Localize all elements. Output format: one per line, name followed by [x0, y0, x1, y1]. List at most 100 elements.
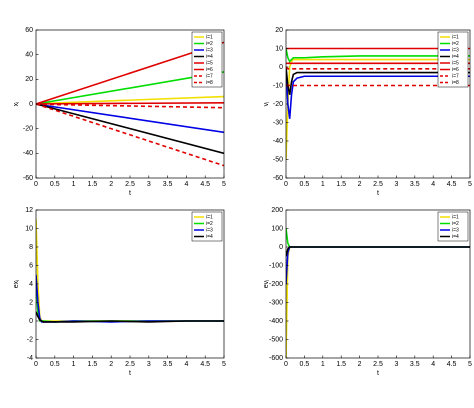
x-axis-label: t — [377, 190, 379, 197]
series-line — [286, 66, 470, 70]
legend-label: i=3 — [206, 227, 213, 233]
legend-label: i=6 — [452, 67, 459, 73]
y-tick-label: 0 — [279, 64, 283, 71]
x-tick-label: 3.5 — [410, 181, 420, 188]
y-tick-label: -100 — [269, 262, 283, 269]
y-tick-label: 0 — [279, 244, 283, 251]
y-tick-label: -20 — [23, 126, 33, 133]
y-axis-label-base: ev — [263, 280, 270, 288]
y-tick-label: 40 — [25, 52, 33, 59]
x-tick-label: 1 — [321, 361, 325, 368]
x-tick-label: 1.5 — [336, 181, 346, 188]
legend-label: i=7 — [452, 73, 459, 79]
legend-label: i=1 — [206, 34, 213, 40]
series-line — [286, 66, 470, 95]
y-tick-label: -20 — [273, 101, 283, 108]
x-tick-label: 5 — [468, 361, 472, 368]
legend-label: i=5 — [206, 60, 213, 66]
legend: i=1i=2i=3i=4 — [437, 211, 469, 242]
x-tick-label: 3.5 — [163, 361, 173, 368]
series-line — [286, 246, 470, 257]
y-tick-label: -600 — [269, 355, 283, 362]
x-tick-label: 1.5 — [88, 361, 98, 368]
x-tick-label: 5 — [222, 181, 226, 188]
legend-label: i=3 — [452, 227, 459, 233]
y-tick-label: 4 — [29, 281, 33, 288]
x-axis-label: t — [129, 370, 131, 377]
y-tick-label: 20 — [275, 27, 283, 34]
y-axis-label-subscript: i — [265, 280, 271, 281]
x-tick-label: 5 — [468, 181, 472, 188]
x-tick-label: 2.5 — [373, 181, 383, 188]
legend-label: i=7 — [206, 73, 213, 79]
legend-label: i=1 — [452, 214, 459, 220]
series-line — [286, 66, 470, 119]
y-tick-label: 200 — [271, 207, 283, 214]
y-axis-label: xi — [13, 102, 21, 107]
y-tick-label: -200 — [269, 281, 283, 288]
y-tick-label: -2 — [27, 336, 33, 343]
y-tick-label: 0 — [29, 101, 33, 108]
legend-label: i=1 — [206, 214, 213, 220]
subplot: 0 0.5 1 1.5 2 2.5 3 3.5 4 4.5 5-60-40-200204060txi… — [13, 27, 226, 197]
series-line — [36, 311, 224, 323]
y-axis-label-subscript: i — [265, 102, 271, 103]
y-tick-label: -400 — [269, 318, 283, 325]
y-tick-label: 2 — [29, 299, 33, 306]
y-tick-label: 8 — [29, 244, 33, 251]
series-line — [286, 48, 470, 63]
y-tick-label: 6 — [29, 262, 33, 269]
y-tick-label: -300 — [269, 299, 283, 306]
legend-label: i=4 — [452, 234, 459, 240]
y-tick-label: -10 — [273, 82, 283, 89]
legend-label: i=2 — [452, 221, 459, 227]
x-tick-label: 4 — [431, 361, 435, 368]
x-tick-label: 3.5 — [163, 181, 173, 188]
legend-label: i=4 — [206, 54, 213, 60]
legend: i=1i=2i=3i=4i=5i=6i=7i=8 — [437, 31, 469, 88]
y-axis-label-base: v — [263, 102, 270, 106]
x-tick-label: 1 — [321, 181, 325, 188]
legend-box — [191, 31, 223, 88]
legend: i=1i=2i=3i=4 — [191, 211, 223, 242]
y-tick-label: 100 — [271, 225, 283, 232]
x-tick-label: 3.5 — [410, 361, 420, 368]
y-tick-label: 10 — [275, 45, 283, 52]
y-tick-label: 12 — [25, 207, 33, 214]
y-axis-label: evi — [263, 280, 271, 289]
y-tick-label: -30 — [273, 119, 283, 126]
plot-lines — [36, 41, 224, 167]
x-tick-label: 0.5 — [50, 181, 60, 188]
y-tick-label: -4 — [27, 355, 33, 362]
x-tick-label: 2.5 — [125, 181, 135, 188]
x-tick-label: 1.5 — [88, 181, 98, 188]
x-tick-label: 4.5 — [447, 181, 457, 188]
x-tick-label: 0 — [34, 181, 38, 188]
series-line — [286, 58, 470, 160]
legend-label: i=2 — [452, 41, 459, 47]
legend-label: i=5 — [452, 60, 459, 66]
y-tick-label: 60 — [25, 27, 33, 34]
x-tick-label: 2 — [358, 181, 362, 188]
legend-label: i=4 — [452, 54, 459, 60]
x-tick-label: 2 — [109, 181, 113, 188]
x-axis-label: t — [377, 370, 379, 377]
y-tick-label: 10 — [25, 225, 33, 232]
legend-label: i=2 — [206, 41, 213, 47]
x-tick-label: 1.5 — [336, 361, 346, 368]
y-tick-label: -50 — [273, 156, 283, 163]
subplot: 0 0.5 1 1.5 2 2.5 3 3.5 4 4.5 5 -60 -50 -40 -30 -20 -10 0… — [263, 27, 472, 197]
x-tick-label: 4.5 — [200, 181, 210, 188]
x-tick-label: 4.5 — [447, 361, 457, 368]
x-tick-label: 0 — [284, 361, 288, 368]
x-tick-label: 0 — [34, 361, 38, 368]
x-tick-label: 3 — [394, 181, 398, 188]
y-axis-label-subscript: i — [15, 280, 21, 281]
x-tick-label: 3 — [394, 361, 398, 368]
y-tick-label: -500 — [269, 336, 283, 343]
y-tick-label: -40 — [273, 138, 283, 145]
x-tick-label: 3 — [147, 181, 151, 188]
x-tick-label: 0 — [284, 181, 288, 188]
legend-label: i=8 — [452, 80, 459, 86]
x-tick-label: 4 — [184, 181, 188, 188]
